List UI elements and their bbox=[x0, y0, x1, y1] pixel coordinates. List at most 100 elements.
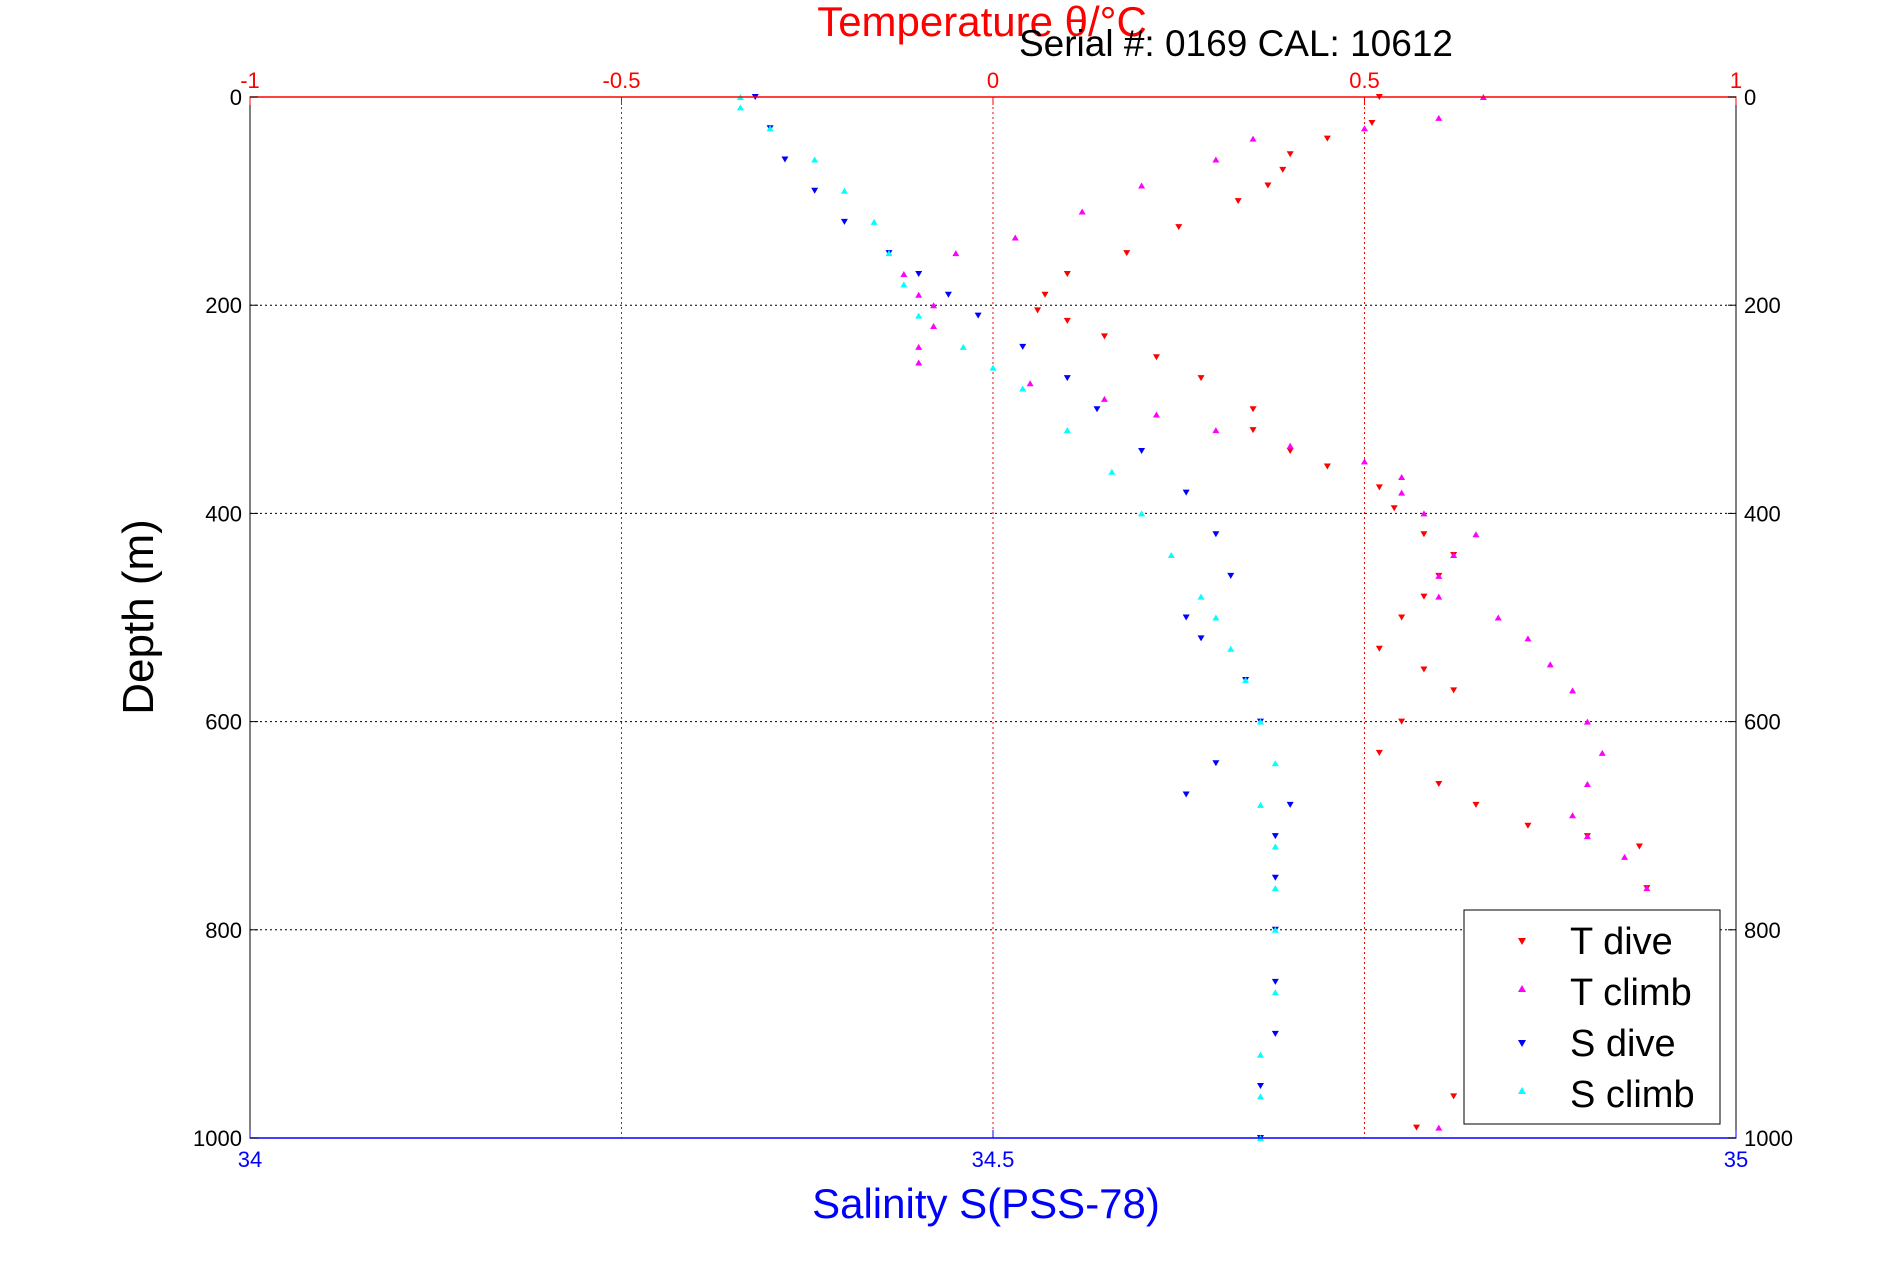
data-point bbox=[1375, 645, 1383, 652]
grid bbox=[250, 97, 1736, 1138]
data-point bbox=[1227, 645, 1235, 652]
data-point bbox=[1138, 510, 1146, 517]
data-point bbox=[1167, 552, 1175, 559]
data-point bbox=[959, 343, 967, 350]
data-point bbox=[1323, 463, 1331, 470]
data-point bbox=[915, 291, 923, 298]
data-point bbox=[900, 281, 908, 288]
data-point bbox=[1361, 458, 1368, 465]
data-point bbox=[952, 250, 960, 257]
data-point bbox=[1323, 135, 1331, 142]
data-point bbox=[870, 218, 878, 225]
data-point bbox=[1420, 666, 1428, 673]
data-point bbox=[989, 364, 997, 371]
data-point bbox=[811, 156, 819, 163]
data-point bbox=[930, 323, 938, 330]
data-point bbox=[1494, 614, 1502, 621]
data-point bbox=[1546, 661, 1554, 668]
legend-marker-t-dive bbox=[1518, 938, 1526, 945]
data-point bbox=[1398, 473, 1406, 480]
data-point bbox=[1212, 531, 1220, 538]
data-point bbox=[1621, 853, 1629, 860]
legend-item-t-climb: T climb bbox=[1518, 972, 1692, 1014]
data-point bbox=[1271, 926, 1279, 933]
data-point bbox=[766, 125, 774, 132]
data-point bbox=[1182, 489, 1190, 496]
data-point bbox=[1435, 1124, 1443, 1131]
data-point bbox=[1212, 427, 1220, 434]
data-point bbox=[1286, 151, 1294, 158]
data-point bbox=[1249, 135, 1257, 142]
data-point bbox=[1249, 427, 1257, 434]
legend-label-t-climb: T climb bbox=[1570, 972, 1692, 1014]
data-point bbox=[1569, 812, 1577, 819]
legend-label-t-dive: T dive bbox=[1570, 921, 1673, 963]
legend-box bbox=[1463, 909, 1721, 1125]
left-tick-label: 800 bbox=[205, 918, 242, 943]
data-point bbox=[1472, 801, 1480, 808]
legend-marker-t-climb bbox=[1518, 985, 1526, 992]
data-point bbox=[1279, 166, 1287, 173]
data-point bbox=[1100, 333, 1108, 340]
data-point bbox=[1123, 250, 1131, 257]
data-point bbox=[1271, 885, 1279, 892]
data-point bbox=[1583, 718, 1591, 725]
data-point bbox=[1435, 781, 1443, 788]
bottom-tick-label: 35 bbox=[1724, 1147, 1748, 1172]
data-point bbox=[1175, 224, 1183, 231]
chart-marks bbox=[736, 94, 1651, 1141]
data-point bbox=[1212, 614, 1220, 621]
data-point bbox=[1264, 182, 1272, 189]
data-point bbox=[1450, 687, 1458, 694]
data-point bbox=[1271, 833, 1279, 840]
left-tick-label: 0 bbox=[230, 85, 242, 110]
data-point bbox=[1249, 406, 1257, 413]
bottom-tick-label: 34.5 bbox=[972, 1147, 1015, 1172]
chart-title: Temperature θ/°C bbox=[817, 0, 1147, 45]
data-point bbox=[930, 302, 938, 309]
data-point bbox=[1286, 447, 1294, 454]
bottom-tick-label: 34 bbox=[238, 1147, 262, 1172]
data-point bbox=[1271, 989, 1279, 996]
right-tick-label: 600 bbox=[1744, 710, 1781, 735]
data-point bbox=[1598, 749, 1606, 756]
right-tick-label: 800 bbox=[1744, 918, 1781, 943]
data-point bbox=[1420, 510, 1428, 517]
data-point bbox=[1450, 552, 1458, 559]
data-point bbox=[915, 343, 923, 350]
data-point bbox=[1182, 614, 1190, 621]
data-point bbox=[1019, 343, 1027, 350]
data-point bbox=[1138, 447, 1146, 454]
left-tick-label: 600 bbox=[205, 710, 242, 735]
data-point bbox=[1435, 572, 1443, 579]
data-point bbox=[1256, 718, 1264, 725]
data-point bbox=[1063, 375, 1071, 382]
data-point bbox=[1108, 468, 1116, 475]
data-point bbox=[811, 187, 819, 194]
series-s-dive bbox=[751, 94, 1294, 1141]
series-t-dive bbox=[1034, 94, 1651, 1131]
data-point bbox=[1256, 1093, 1264, 1100]
data-point bbox=[974, 312, 982, 319]
right-tick-label: 200 bbox=[1744, 293, 1781, 318]
top-tick-label: 0 bbox=[987, 68, 999, 93]
data-point bbox=[781, 156, 789, 163]
chart-subtitle: Serial #: 0169 CAL: 10612 bbox=[1019, 23, 1453, 64]
data-point bbox=[1041, 291, 1049, 298]
data-point bbox=[1390, 505, 1398, 512]
data-point bbox=[1286, 801, 1294, 808]
data-point bbox=[1034, 307, 1042, 314]
data-point bbox=[1138, 182, 1146, 189]
data-point bbox=[1256, 801, 1264, 808]
data-point bbox=[1026, 380, 1034, 387]
top-tick-label: 1 bbox=[1730, 68, 1742, 93]
data-point bbox=[1100, 395, 1108, 402]
data-point bbox=[1019, 385, 1027, 392]
data-point bbox=[1435, 593, 1443, 600]
data-point bbox=[1271, 874, 1279, 881]
legend-label-s-dive: S dive bbox=[1570, 1023, 1676, 1065]
data-point bbox=[915, 270, 923, 277]
legend: T dive T climb S dive S climb bbox=[1463, 909, 1721, 1125]
